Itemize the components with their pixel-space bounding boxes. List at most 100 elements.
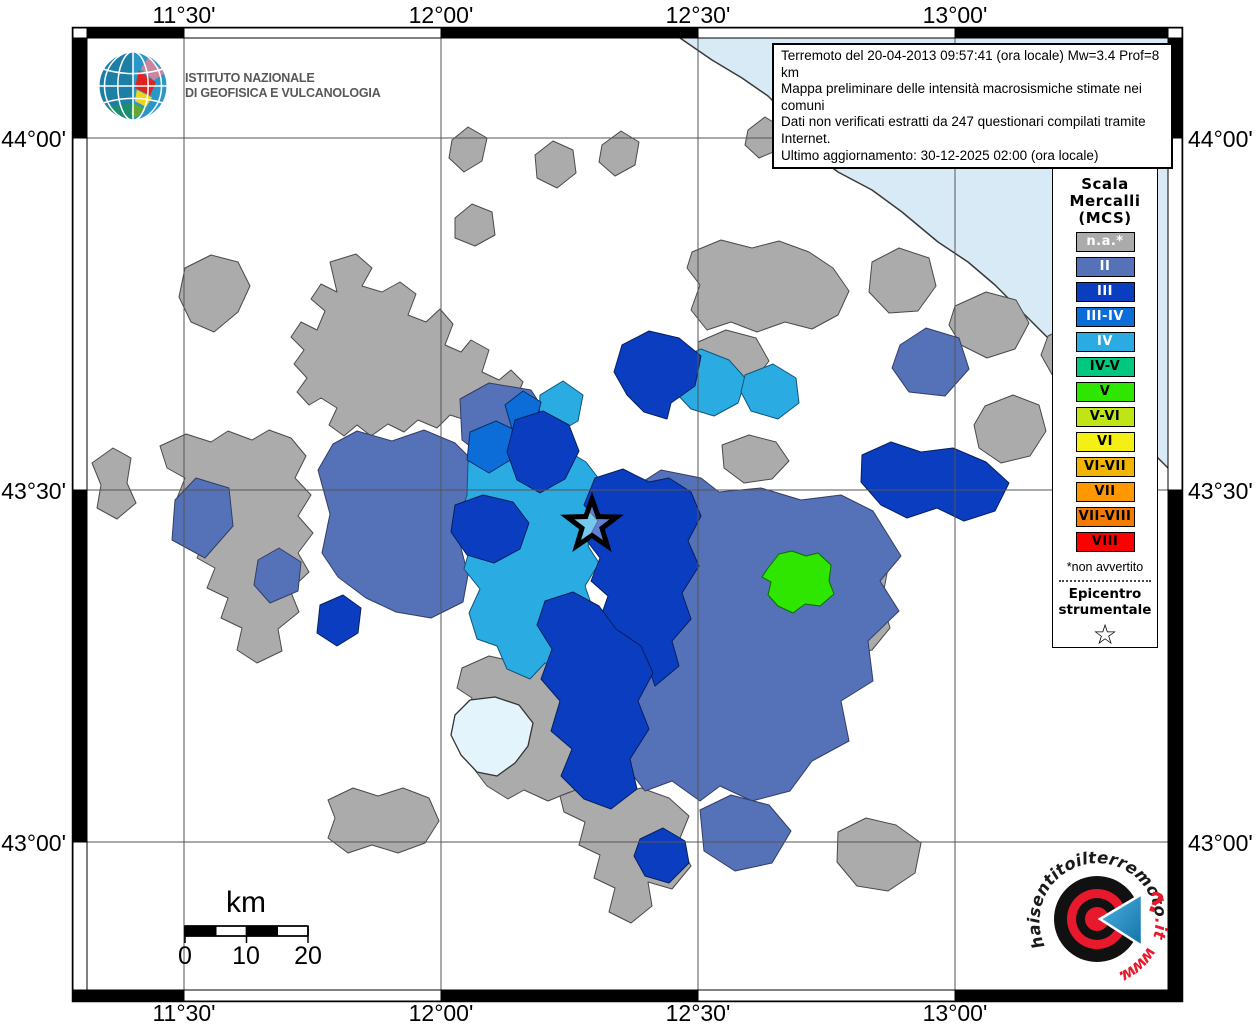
axis-label-left-2: 43°30': [1, 478, 66, 504]
legend-label: IV: [1097, 334, 1113, 349]
haisentitoilterremoto-logo: haisentitoilterremoto .it www. ?: [1024, 848, 1170, 987]
legend-label: V-VI: [1089, 409, 1121, 424]
comune-na: [290, 253, 524, 437]
comune-iii: [613, 330, 702, 420]
legend-label: IV-V: [1089, 359, 1121, 374]
scale-tick-20: 20: [294, 942, 322, 970]
legend-label: n.a.*: [1086, 234, 1124, 249]
ingv-institute-name: ISTITUTO NAZIONALE DI GEOFISICA E VULCAN…: [185, 71, 381, 101]
legend-label: VI-VII: [1083, 459, 1127, 474]
legend-label: VII: [1094, 484, 1116, 499]
scale-tick-0: 0: [178, 942, 192, 970]
legend-item-ii: II: [1075, 257, 1135, 277]
logo-speaker-cone: [1097, 891, 1144, 949]
legend-label: II: [1099, 259, 1111, 274]
legend-item-iv: IV: [1075, 332, 1135, 352]
axis-label-right-1: 44°00': [1188, 126, 1253, 152]
legend-item-iv-v: IV-V: [1075, 357, 1135, 377]
info-line-update: Ultimo aggiornamento: 30-12-2025 02:00 (…: [781, 147, 1099, 163]
comune-iii: [506, 410, 580, 494]
legend-item-v: V: [1075, 382, 1135, 402]
legend-epicenter-label: Epicentro strumentale: [1053, 586, 1157, 618]
logo-ring-suffix: .it: [1149, 918, 1170, 942]
legend-item-iii-iv: III-IV: [1075, 307, 1135, 327]
comune-na: [686, 239, 850, 333]
axis-label-bottom-2: 12°00': [408, 1000, 474, 1024]
epicenter-star-icon: ☆: [1092, 618, 1118, 651]
axis-label-top-2: 12°00': [408, 2, 474, 28]
axis-label-left-1: 44°00': [1, 126, 66, 152]
legend-item-iii: III: [1075, 282, 1135, 302]
map-frame: [71, 26, 1184, 1003]
legend-label: V: [1099, 384, 1111, 399]
axis-label-right-2: 43°30': [1188, 478, 1253, 504]
legend-item-viii: VIII: [1075, 532, 1135, 552]
comune-na: [454, 203, 496, 247]
comune-ii: [891, 327, 970, 397]
comune-na: [973, 394, 1047, 464]
axis-label-left-3: 43°00': [1, 830, 66, 856]
legend-label: III: [1096, 284, 1113, 299]
axis-label-top-3: 12°30': [665, 2, 731, 28]
scale-tick-10: 10: [232, 942, 260, 970]
graticule: [87, 38, 1168, 990]
comune-na: [836, 817, 922, 892]
legend-item-v-vi: V-VI: [1075, 407, 1135, 427]
comune-na: [721, 434, 790, 484]
earthquake-info-box: Terremoto del 20-04-2013 09:57:41 (ora l…: [772, 43, 1173, 170]
legend-title-line3: (MCS): [1078, 209, 1132, 227]
axis-label-right-3: 43°00': [1188, 830, 1253, 856]
comune-na: [868, 247, 937, 314]
scale-bar-unit: km: [226, 886, 266, 919]
logo-center-dot: [1085, 907, 1109, 931]
comune-na: [448, 126, 488, 173]
ingv-logo: ISTITUTO NAZIONALE DI GEOFISICA E VULCAN…: [95, 48, 381, 124]
comune-iii: [316, 594, 362, 647]
scale-bar: [184, 925, 309, 943]
comune-iii: [583, 468, 702, 687]
comune-v: [761, 550, 835, 614]
legend-item-na: n.a.*: [1075, 232, 1135, 252]
ingv-name-line1: ISTITUTO NAZIONALE: [185, 71, 315, 85]
comune-iv: [740, 363, 800, 420]
legend-label: VII-VIII: [1078, 509, 1132, 524]
legend-epicenter-line2: strumentale: [1058, 602, 1152, 618]
legend-label: VIII: [1091, 534, 1119, 549]
ingv-name-line2: DI GEOFISICA E VULCANOLOGIA: [185, 86, 381, 100]
ingv-globe-icon: [98, 51, 168, 121]
legend-divider: [1059, 580, 1151, 582]
axis-label-bottom-3: 12°30': [665, 1000, 731, 1024]
comune-iii: [536, 591, 654, 810]
epicenter-star: [560, 491, 624, 553]
comune-ii: [171, 477, 234, 559]
axis-label-bottom-1: 11°30': [152, 1000, 216, 1024]
legend-footnote: *non avvertito: [1066, 560, 1144, 574]
axis-label-bottom-4: 13°00': [922, 1000, 988, 1024]
legend-label: III-IV: [1086, 309, 1124, 324]
info-line-map: Mappa preliminare delle intensità macros…: [781, 81, 1142, 113]
axis-label-top-1: 11°30': [152, 2, 216, 28]
comune-ii: [253, 547, 302, 604]
legend-item-vi: VI: [1075, 432, 1135, 452]
legend-title: Scala Mercalli (MCS): [1053, 176, 1157, 227]
comuni-iii-group: [316, 330, 1010, 884]
comune-na: [598, 130, 640, 177]
info-line-event: Terremoto del 20-04-2013 09:57:41 (ora l…: [781, 48, 1160, 80]
comune-na: [327, 787, 440, 854]
comune-na: [91, 447, 137, 520]
comune-iii: [860, 441, 1010, 522]
lake: [450, 696, 534, 777]
info-line-data: Dati non verificati estratti da 247 ques…: [781, 114, 1146, 146]
legend-item-vi-vii: VI-VII: [1075, 457, 1135, 477]
axis-label-top-4: 13°00': [922, 2, 988, 28]
legend-item-vii-viii: VII-VIII: [1075, 507, 1135, 527]
intensity-legend: Scala Mercalli (MCS) n.a.* II III III-IV…: [1052, 168, 1158, 651]
comune-iii: [450, 494, 530, 564]
legend-title-line1: Scala: [1081, 175, 1129, 193]
legend-epicenter-line1: Epicentro: [1068, 586, 1142, 602]
comune-na: [948, 291, 1030, 359]
legend-label: VI: [1097, 434, 1113, 449]
legend-item-vii: VII: [1075, 482, 1135, 502]
